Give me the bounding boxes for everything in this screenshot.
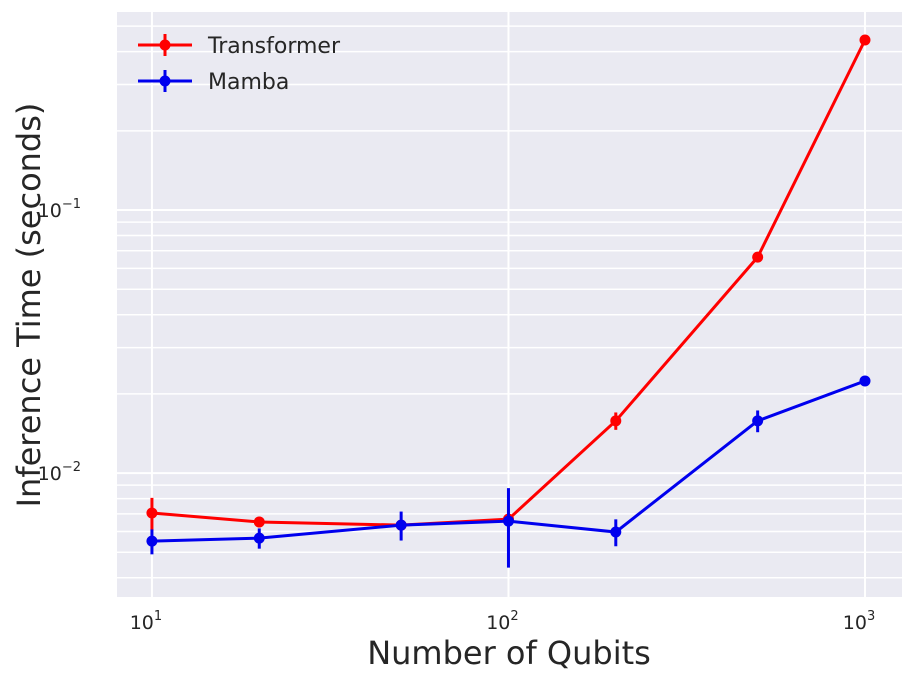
tick-label: 103	[843, 609, 875, 634]
point	[752, 415, 764, 427]
tick-label: 101	[130, 609, 162, 634]
tick-base: 10	[843, 612, 867, 634]
point	[859, 375, 871, 387]
tick-base: 10	[130, 612, 154, 634]
y-axis-title: Inference Time (seconds)	[10, 103, 48, 508]
tick-base: 10	[38, 200, 62, 222]
tick-exponent: −2	[62, 460, 81, 475]
point	[395, 519, 407, 531]
grid	[117, 12, 902, 597]
tick-base: 10	[38, 463, 62, 485]
legend-label: Transformer	[207, 34, 341, 59]
x-axis-title: Number of Qubits	[367, 634, 651, 672]
point	[253, 516, 265, 528]
legend-marker	[159, 75, 171, 87]
point	[146, 507, 158, 519]
point	[146, 535, 158, 547]
point	[502, 515, 514, 527]
legend: Transformer Mamba	[138, 34, 341, 95]
tick-label: 10−1	[38, 197, 81, 222]
point	[610, 415, 622, 427]
point	[859, 34, 871, 46]
point	[610, 526, 622, 538]
point	[253, 532, 265, 544]
tick-label: 10−2	[38, 460, 81, 485]
point	[752, 251, 764, 263]
legend-label: Mamba	[208, 70, 289, 95]
tick-exponent: 1	[154, 609, 162, 624]
tick-exponent: 2	[510, 609, 518, 624]
tick-label: 102	[486, 609, 518, 634]
marks	[146, 34, 871, 568]
tick-exponent: −1	[62, 197, 81, 212]
tick-exponent: 3	[867, 609, 875, 624]
legend-marker	[159, 39, 171, 51]
tick-base: 10	[486, 612, 510, 634]
